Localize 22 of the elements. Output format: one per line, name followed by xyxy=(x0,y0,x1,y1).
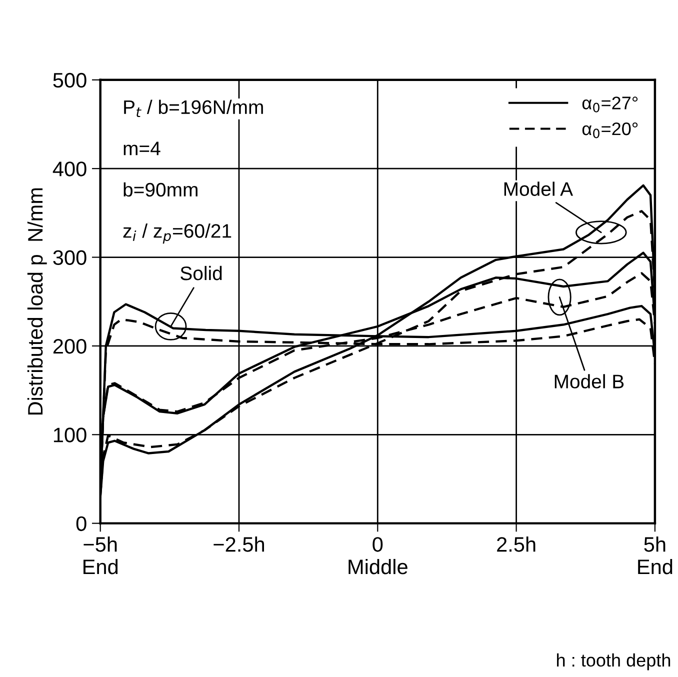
y-tick-label: 200 xyxy=(53,338,86,354)
x-tick-label: −2.5h xyxy=(214,536,264,552)
x-tick-label: 2.5h xyxy=(497,536,536,552)
y-tick-label: 100 xyxy=(54,428,86,442)
y-tick-label: 400 xyxy=(52,162,86,176)
annotation: b=90mm xyxy=(124,182,198,197)
y-axis-title: Distributed load p N/mm xyxy=(27,188,47,415)
annotation: z$_{i}$ / z$_{p}$=60/21 xyxy=(123,224,232,244)
y-tick-label: 300 xyxy=(53,250,86,266)
annotation: m=4 xyxy=(124,142,160,156)
legend-label: α$_{0}$=27° xyxy=(582,96,638,112)
annotation: Model A xyxy=(504,182,574,196)
annotation: Model B xyxy=(554,374,624,388)
legend-label: α$_{0}$=20° xyxy=(582,122,638,138)
y-tick-label: 500 xyxy=(53,72,86,88)
y-tick-label: 0 xyxy=(76,516,86,532)
text: h : tooth depth xyxy=(557,653,670,670)
annotation: P$_{t}$ / b=196N/mm xyxy=(124,100,263,118)
x-tick-label: −5h End xyxy=(84,536,118,574)
annotation: Solid xyxy=(180,266,222,280)
x-tick-label: 0 Middle xyxy=(348,537,408,574)
x-tick-label: 5h End xyxy=(638,536,672,574)
